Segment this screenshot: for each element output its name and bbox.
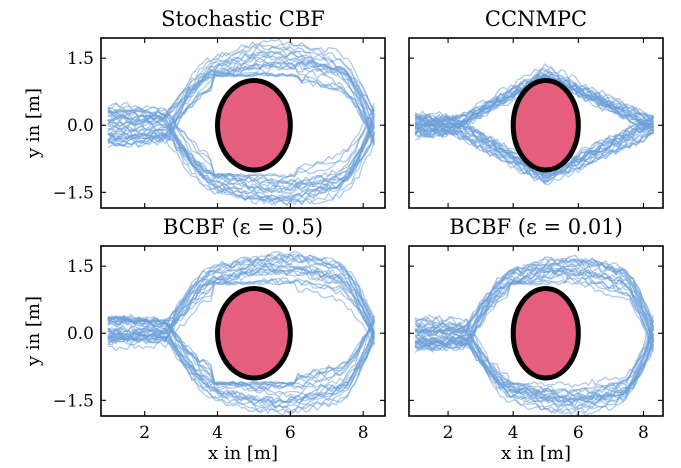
subplot: 2 4 6 8 BCBF (ε = 0.01) x in [m] <box>408 215 664 464</box>
x-tick-label: 2 <box>443 423 454 443</box>
subplot: −1.5 0.0 1.5 2 4 6 8 BCBF (ε = 0.5) x in [m] y in… <box>23 215 386 464</box>
trajectory-line <box>107 280 375 352</box>
axes-frame <box>408 37 664 209</box>
trajectory-line <box>414 119 654 177</box>
trajectory-line <box>414 340 654 407</box>
obstacle-ellipse <box>215 78 293 173</box>
y-axis-label: y in [m] <box>23 88 44 159</box>
trajectory-line <box>107 325 375 404</box>
y-axis-label: y in [m] <box>23 296 44 367</box>
y-tick-label: 0.0 <box>67 116 94 136</box>
obstacle-ellipse <box>215 286 293 381</box>
trajectory-line <box>414 266 654 347</box>
x-axis-label: x in [m] <box>208 443 278 464</box>
subplot-title: BCBF (ε = 0.01) <box>449 215 623 239</box>
y-tick-label: −1.5 <box>53 391 94 411</box>
trajectory-line <box>107 62 375 124</box>
trajectory-line <box>414 73 654 122</box>
subplot-title: BCBF (ε = 0.5) <box>163 215 323 239</box>
plot-area <box>107 251 375 416</box>
y-tick-label: 0.0 <box>67 324 94 344</box>
obstacle-ellipse <box>510 78 581 173</box>
plot-area <box>107 38 375 207</box>
x-tick-label: 2 <box>139 423 150 443</box>
trajectory-line <box>414 314 654 402</box>
trajectory-line <box>414 338 654 401</box>
trajectory-line <box>107 131 375 188</box>
trajectory-line <box>107 325 375 409</box>
trajectory-line <box>414 328 654 389</box>
x-tick-label: 4 <box>212 423 223 443</box>
plot-area <box>414 254 654 416</box>
trajectory-line <box>414 126 654 176</box>
y-tick-label: 1.5 <box>67 49 94 69</box>
x-axis-label: x in [m] <box>501 443 571 464</box>
y-tick-label: −1.5 <box>53 183 94 203</box>
trajectory-line <box>414 330 654 395</box>
trajectory-line <box>107 263 375 346</box>
axes-frame <box>100 37 386 209</box>
trajectory-line <box>107 118 375 193</box>
trajectory-line <box>107 121 375 199</box>
trajectory-line <box>414 327 654 414</box>
trajectory-line <box>107 107 375 182</box>
trajectory-line <box>107 318 375 409</box>
plot-area <box>414 63 654 186</box>
x-tick-label: 4 <box>508 423 519 443</box>
trajectory-line <box>107 102 375 178</box>
trajectory-line <box>107 106 375 178</box>
trajectory-line <box>107 136 375 207</box>
trajectory-line <box>414 334 654 403</box>
x-tick-label: 8 <box>358 423 369 443</box>
trajectory-line <box>107 317 375 386</box>
subplot: CCNMPC <box>408 7 664 209</box>
trajectory-line <box>414 262 654 331</box>
trajectory-line <box>107 71 375 142</box>
x-tick-label: 8 <box>638 423 649 443</box>
subplot-title: CCNMPC <box>485 7 587 31</box>
trajectory-line <box>107 110 375 205</box>
axes-frame <box>100 245 386 417</box>
x-tick-label: 6 <box>573 423 584 443</box>
x-tick-label: 6 <box>285 423 296 443</box>
subplot-title: Stochastic CBF <box>161 7 325 31</box>
axes-frame <box>408 245 664 417</box>
trajectory-line <box>414 272 654 351</box>
subplot: −1.5 0.0 1.5 Stochastic CBF y in [m] <box>23 7 386 209</box>
y-tick-label: 1.5 <box>67 257 94 277</box>
trajectory-line <box>107 55 375 133</box>
trajectory-line <box>107 267 375 345</box>
trajectory-line <box>107 252 375 338</box>
obstacle-ellipse <box>510 286 581 381</box>
